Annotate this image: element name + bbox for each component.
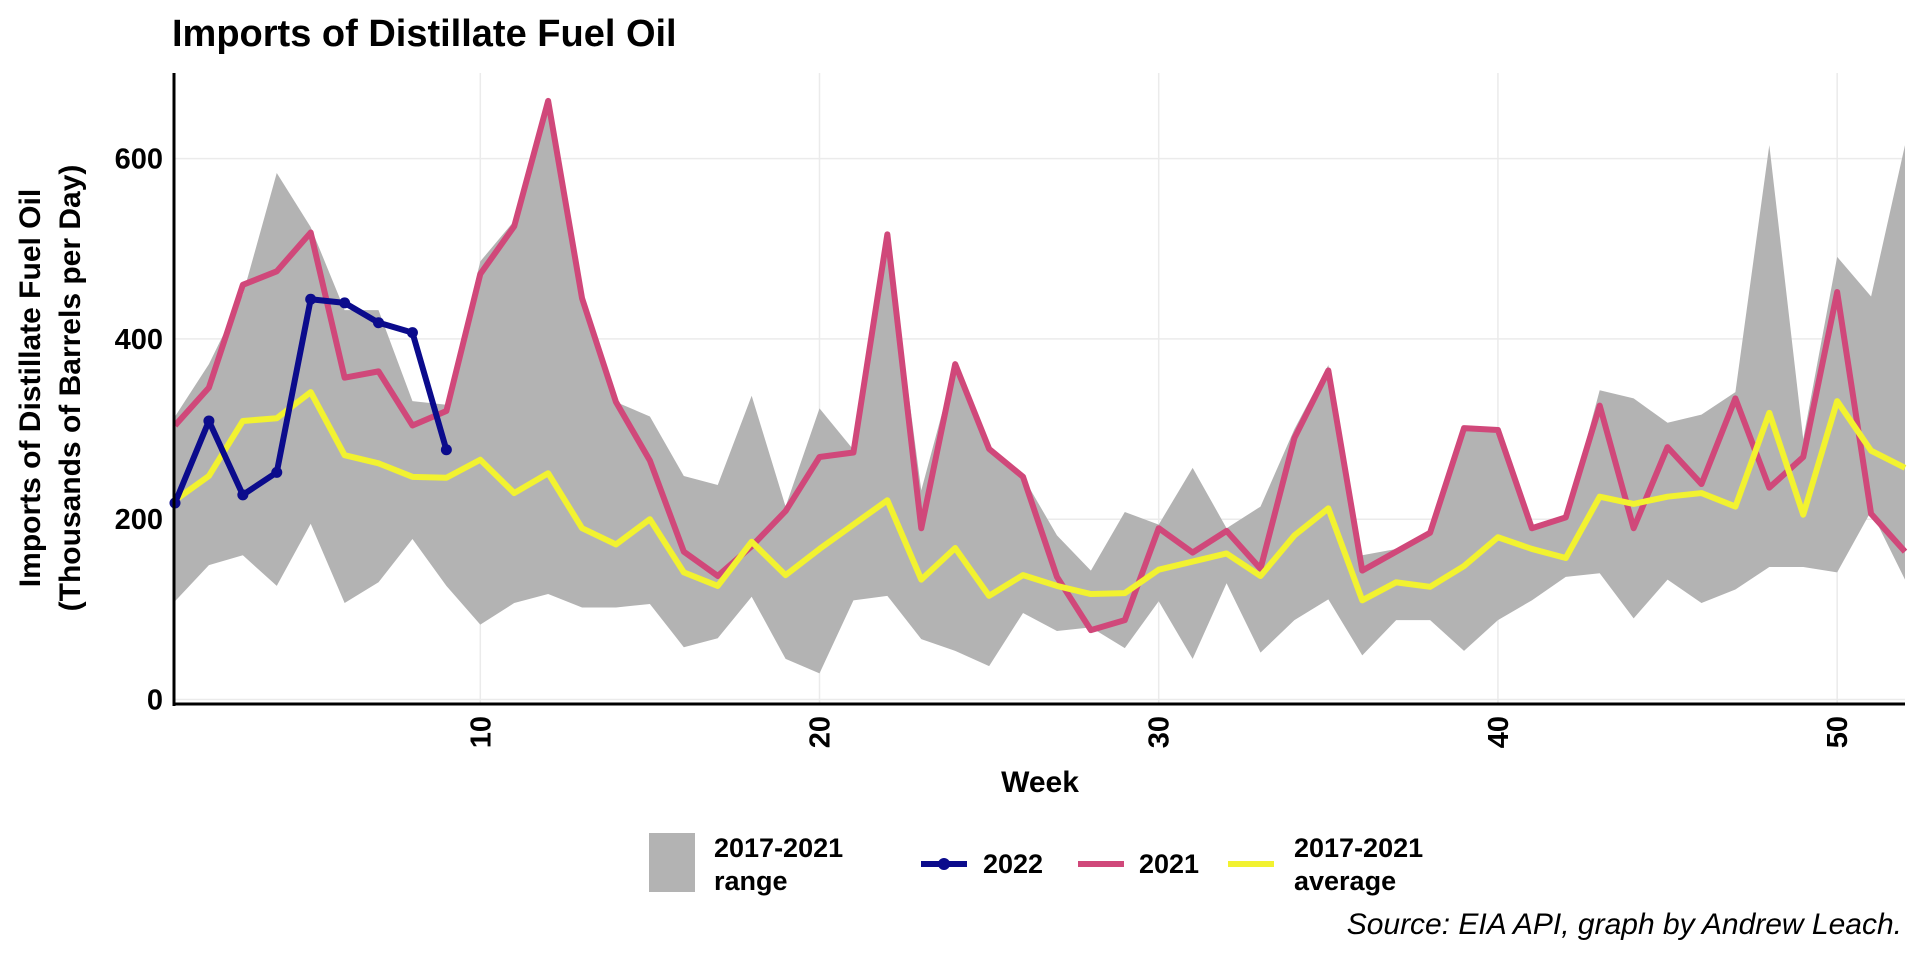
legend-label: 2017-2021 average	[1294, 833, 1424, 896]
chart-title: Imports of Distillate Fuel Oil	[172, 13, 677, 55]
legend-label: 2017-2021 range	[714, 833, 844, 896]
x-tick-label: 30	[1144, 716, 1176, 748]
y-axis-title: Imports of Distillate Fuel Oil	[14, 189, 47, 587]
y-tick-label: 200	[115, 504, 163, 536]
y-axis-title: (Thousands of Barrels per Day)	[54, 165, 87, 612]
series-point	[271, 466, 283, 478]
y-tick-label: 400	[115, 324, 163, 356]
series-point	[440, 444, 452, 456]
legend-label: 2022	[983, 849, 1044, 879]
y-tick-label: 600	[115, 144, 163, 176]
series-point	[305, 293, 317, 305]
legend-swatch	[938, 858, 950, 870]
caption: Source: EIA API, graph by Andrew Leach.	[1347, 908, 1902, 941]
x-axis-title: Week	[1001, 766, 1079, 799]
series-line	[172, 97, 1908, 634]
legend-swatch	[1228, 861, 1274, 867]
series-point	[339, 297, 351, 309]
y-tick-label: 0	[147, 684, 163, 716]
x-tick-label: 40	[1483, 716, 1515, 748]
x-tick-label: 20	[805, 716, 837, 748]
series-point	[406, 327, 418, 339]
range-area	[175, 100, 1905, 674]
series-point	[373, 317, 385, 329]
legend-label: 2021	[1139, 849, 1200, 879]
legend-swatch	[649, 833, 695, 892]
series-line	[173, 389, 1907, 604]
series-point	[237, 489, 249, 501]
x-tick-label: 50	[1822, 716, 1854, 748]
series-point	[203, 415, 215, 427]
legend-swatch	[1078, 861, 1124, 867]
x-tick-label: 10	[465, 716, 497, 748]
